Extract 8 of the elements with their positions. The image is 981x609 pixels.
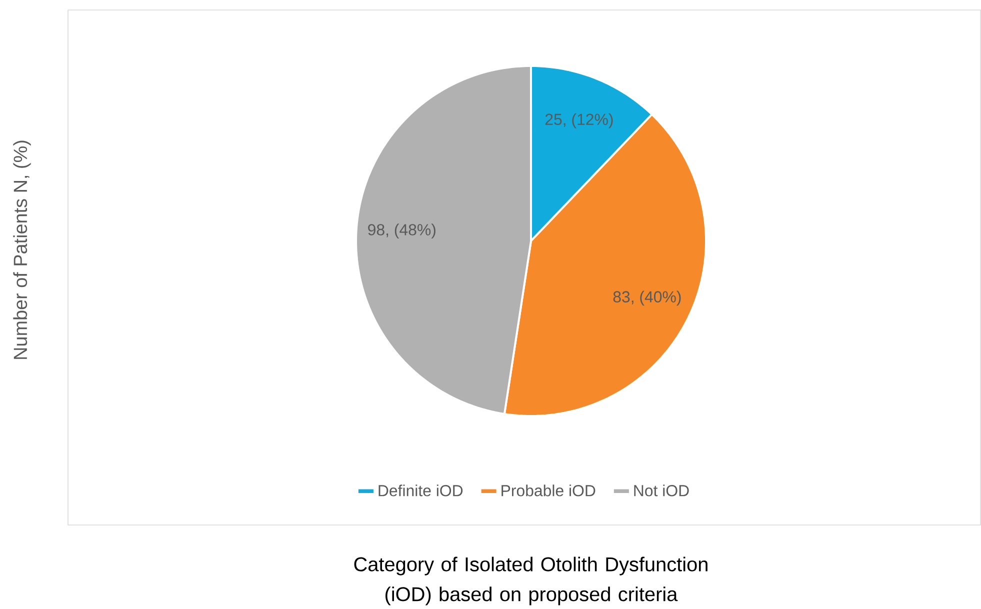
legend-label: Probable iOD [502, 484, 596, 497]
text: Category of Isolated Otolith Dysfunction (iOD) based on proposed criteria [354, 556, 708, 606]
text: Number of Patients N, (%) [13, 140, 31, 360]
data-label: 25, (12%) [545, 114, 613, 128]
data-label: 83, (40%) [613, 290, 681, 306]
data-label: 98, (48%) [368, 224, 436, 239]
legend-label: Not iOD [634, 484, 689, 497]
legend-label: Definite iOD [378, 484, 463, 497]
